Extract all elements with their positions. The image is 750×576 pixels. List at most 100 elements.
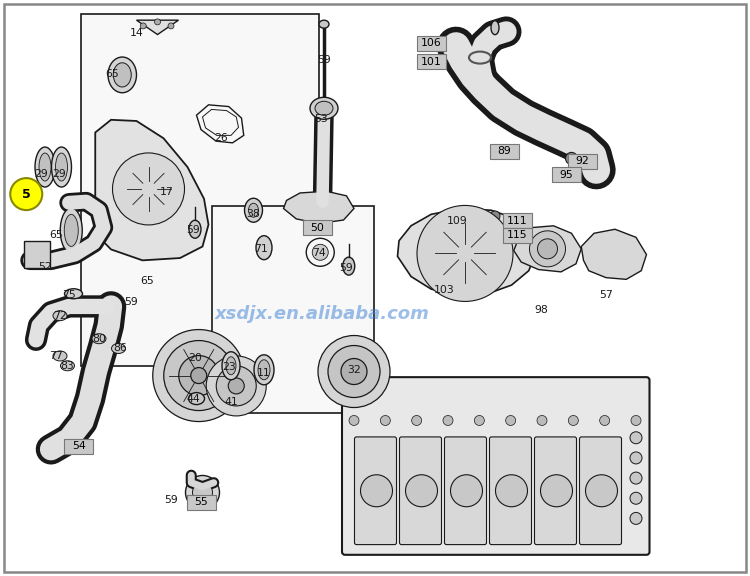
- FancyBboxPatch shape: [503, 213, 532, 228]
- Text: 71: 71: [254, 244, 268, 254]
- FancyBboxPatch shape: [535, 437, 577, 544]
- Circle shape: [630, 452, 642, 464]
- Ellipse shape: [64, 214, 78, 247]
- Text: 53: 53: [314, 114, 328, 124]
- Text: 59: 59: [187, 225, 200, 236]
- Polygon shape: [284, 191, 354, 223]
- Text: 65: 65: [106, 69, 119, 79]
- Polygon shape: [136, 20, 178, 35]
- Circle shape: [112, 153, 184, 225]
- Text: 72: 72: [53, 310, 67, 321]
- Text: 89: 89: [497, 146, 511, 157]
- Ellipse shape: [226, 357, 236, 375]
- Text: 57: 57: [599, 290, 613, 301]
- Ellipse shape: [53, 351, 67, 361]
- Circle shape: [541, 475, 572, 507]
- Text: 55: 55: [194, 497, 208, 507]
- FancyBboxPatch shape: [355, 437, 397, 544]
- Circle shape: [631, 415, 641, 426]
- Circle shape: [341, 358, 367, 385]
- Circle shape: [10, 178, 42, 210]
- Circle shape: [328, 346, 380, 397]
- Circle shape: [164, 340, 234, 411]
- Circle shape: [566, 153, 578, 164]
- Circle shape: [349, 415, 359, 426]
- Text: 59: 59: [164, 495, 178, 505]
- FancyBboxPatch shape: [23, 241, 50, 268]
- Text: 17: 17: [160, 187, 173, 197]
- Text: 95: 95: [560, 169, 573, 180]
- Ellipse shape: [60, 208, 82, 253]
- Circle shape: [318, 335, 390, 408]
- Text: 59: 59: [317, 55, 331, 66]
- Circle shape: [568, 415, 578, 426]
- FancyBboxPatch shape: [342, 377, 650, 555]
- Ellipse shape: [52, 147, 71, 187]
- Ellipse shape: [53, 310, 67, 321]
- Polygon shape: [581, 229, 646, 279]
- Circle shape: [122, 163, 175, 215]
- Polygon shape: [95, 120, 208, 260]
- Circle shape: [474, 415, 484, 426]
- Text: xsdjx.en.alibaba.com: xsdjx.en.alibaba.com: [215, 305, 430, 323]
- Circle shape: [190, 367, 207, 384]
- Ellipse shape: [222, 352, 240, 380]
- Text: 44: 44: [187, 393, 200, 404]
- Ellipse shape: [563, 169, 574, 177]
- Ellipse shape: [185, 475, 220, 510]
- Circle shape: [496, 475, 527, 507]
- Circle shape: [216, 366, 256, 406]
- Ellipse shape: [112, 343, 125, 354]
- Ellipse shape: [315, 101, 333, 115]
- Circle shape: [178, 355, 219, 396]
- Circle shape: [228, 378, 244, 394]
- Text: 41: 41: [224, 397, 238, 407]
- Polygon shape: [514, 226, 581, 272]
- Text: 111: 111: [507, 215, 528, 226]
- Text: 26: 26: [214, 133, 228, 143]
- FancyBboxPatch shape: [400, 437, 442, 544]
- FancyBboxPatch shape: [445, 437, 487, 544]
- FancyBboxPatch shape: [552, 167, 580, 182]
- FancyBboxPatch shape: [490, 144, 518, 159]
- Circle shape: [490, 211, 500, 221]
- Text: 103: 103: [433, 285, 454, 295]
- Ellipse shape: [343, 257, 355, 275]
- Text: 52: 52: [38, 262, 52, 272]
- Circle shape: [506, 415, 516, 426]
- Circle shape: [586, 475, 617, 507]
- Ellipse shape: [310, 97, 338, 119]
- Circle shape: [600, 415, 610, 426]
- Circle shape: [530, 231, 566, 267]
- Ellipse shape: [319, 20, 329, 28]
- Ellipse shape: [92, 334, 106, 344]
- Text: 86: 86: [113, 343, 127, 354]
- Ellipse shape: [39, 153, 51, 181]
- FancyBboxPatch shape: [490, 437, 532, 544]
- FancyBboxPatch shape: [417, 36, 446, 51]
- Circle shape: [417, 206, 513, 301]
- Circle shape: [490, 225, 500, 236]
- Circle shape: [134, 174, 164, 204]
- Ellipse shape: [193, 483, 212, 502]
- Text: 101: 101: [421, 56, 442, 67]
- Ellipse shape: [244, 198, 262, 222]
- Ellipse shape: [248, 203, 259, 217]
- Text: 5: 5: [22, 188, 31, 200]
- Ellipse shape: [254, 355, 274, 385]
- Circle shape: [630, 513, 642, 524]
- Ellipse shape: [258, 360, 270, 380]
- Text: 23: 23: [222, 362, 236, 372]
- FancyBboxPatch shape: [568, 154, 596, 169]
- Text: 29: 29: [53, 169, 66, 179]
- Ellipse shape: [188, 393, 205, 404]
- Text: 20: 20: [188, 353, 202, 363]
- Ellipse shape: [113, 63, 131, 87]
- Ellipse shape: [256, 236, 272, 260]
- Circle shape: [153, 329, 244, 422]
- Text: 75: 75: [62, 290, 76, 301]
- Text: 50: 50: [310, 222, 324, 233]
- Circle shape: [406, 475, 437, 507]
- Ellipse shape: [61, 361, 74, 371]
- Text: 80: 80: [92, 334, 106, 344]
